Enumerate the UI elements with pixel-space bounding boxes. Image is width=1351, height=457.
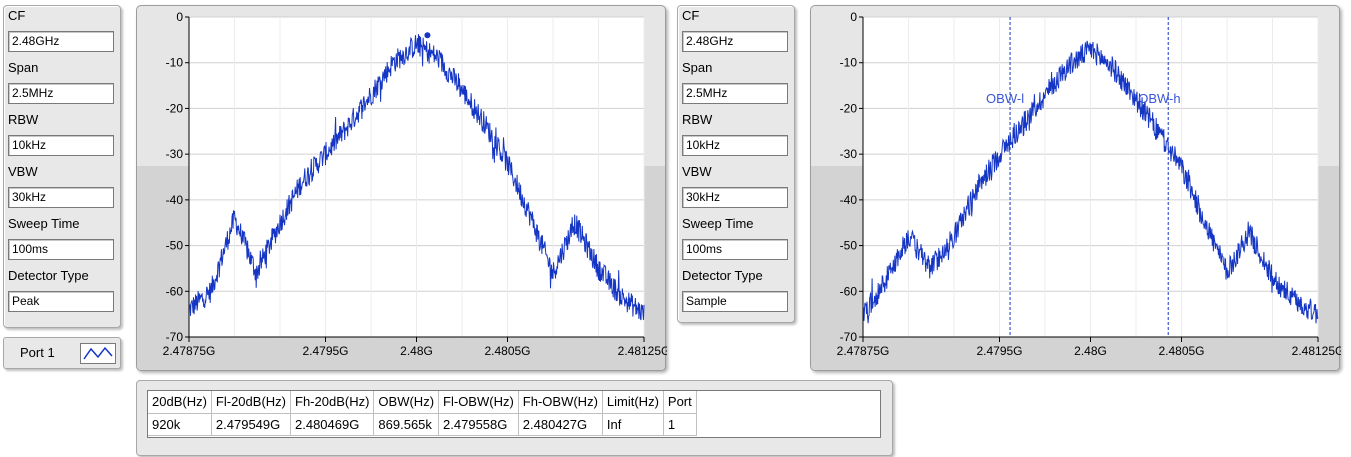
port-label: Port 1 xyxy=(20,345,55,360)
param-field-rbw[interactable]: 10kHz xyxy=(682,135,788,156)
results-table-panel: 20dB(Hz) Fl-20dB(Hz) Fh-20dB(Hz) OBW(Hz) Fl-… xyxy=(136,380,893,456)
y-tick-label: -40 xyxy=(840,193,858,207)
x-tick-label: 2.48G xyxy=(1074,344,1107,358)
table-cell: Inf xyxy=(602,413,664,436)
obw-label: OBW-h xyxy=(1138,91,1180,106)
x-tick-label: 2.4805G xyxy=(1158,344,1204,358)
peak-spectrum-plot: 0 -10 -20 -30 -40 -50 -60 -702.47875G 2.4795G 2.4… xyxy=(163,10,667,358)
param-label-span: Span xyxy=(682,60,713,75)
y-tick-label: -30 xyxy=(840,147,858,161)
y-tick-label: -70 xyxy=(840,330,858,344)
table-cell: 2.480427G xyxy=(518,413,603,436)
port-selector[interactable]: Port 1 xyxy=(3,337,121,369)
column-header: Port xyxy=(663,391,697,414)
x-tick-label: 2.4795G xyxy=(976,344,1022,358)
param-label-cf: CF xyxy=(8,8,26,23)
waveform-icon[interactable] xyxy=(80,343,116,364)
y-tick-label: -10 xyxy=(840,56,858,70)
sample-spectrum-plot: 0 -10 -20 -30 -40 -50 -60 -702.47875G 2.4795G 2.4… xyxy=(837,10,1341,358)
column-header: OBW(Hz) xyxy=(373,391,440,414)
param-field-detector-type[interactable]: Peak xyxy=(8,291,114,312)
obw-label: OBW-l xyxy=(986,91,1024,106)
param-label-cf: CF xyxy=(682,8,700,23)
x-tick-label: 2.4805G xyxy=(484,344,530,358)
column-header: 20dB(Hz) xyxy=(148,391,212,414)
param-label-span: Span xyxy=(8,60,39,75)
param-field-sweep-time[interactable]: 100ms xyxy=(8,239,114,260)
param-field-cf[interactable]: 2.48GHz xyxy=(8,31,114,52)
y-tick-label: -40 xyxy=(166,193,184,207)
param-label-rbw: RBW xyxy=(8,112,39,127)
x-tick-label: 2.48125G xyxy=(1292,344,1341,358)
left-settings-panel: CF 2.48GHz Span 2.5MHz RBW 10kHz VBW 30kHz Sweep… xyxy=(3,5,121,328)
column-header: Fh-OBW(Hz) xyxy=(518,391,603,414)
table-cell: 2.479549G xyxy=(211,413,292,436)
y-tick-label: 0 xyxy=(176,10,183,24)
param-label-sweep-time: Sweep Time xyxy=(682,216,754,231)
y-tick-label: -50 xyxy=(166,239,184,253)
column-header: Fl-20dB(Hz) xyxy=(211,391,292,414)
table-cell: 1 xyxy=(663,413,697,436)
column-header: Fl-OBW(Hz) xyxy=(438,391,519,414)
x-tick-label: 2.48G xyxy=(400,344,433,358)
param-field-detector-type[interactable]: Sample xyxy=(682,291,788,312)
spectrum-trace xyxy=(188,34,645,321)
y-tick-label: -60 xyxy=(166,284,184,298)
param-field-rbw[interactable]: 10kHz xyxy=(8,135,114,156)
table-cell: 2.479558G xyxy=(438,413,519,436)
param-label-detector-type: Detector Type xyxy=(8,268,89,283)
y-tick-label: 0 xyxy=(850,10,857,24)
y-tick-label: -50 xyxy=(840,239,858,253)
x-tick-label: 2.47875G xyxy=(163,344,216,358)
y-tick-label: -30 xyxy=(166,147,184,161)
spectrum-trace xyxy=(862,40,1319,324)
table-cell: 920k xyxy=(148,413,212,436)
results-table: 20dB(Hz) Fl-20dB(Hz) Fh-20dB(Hz) OBW(Hz) Fl-… xyxy=(148,391,697,436)
param-field-cf[interactable]: 2.48GHz xyxy=(682,31,788,52)
param-field-vbw[interactable]: 30kHz xyxy=(8,187,114,208)
param-label-sweep-time: Sweep Time xyxy=(8,216,80,231)
x-tick-label: 2.47875G xyxy=(837,344,890,358)
right-settings-panel: CF 2.48GHz Span 2.5MHz RBW 10kHz VBW 30kHz Sweep… xyxy=(677,5,795,323)
x-tick-label: 2.4795G xyxy=(302,344,348,358)
param-label-detector-type: Detector Type xyxy=(682,268,763,283)
param-field-sweep-time[interactable]: 100ms xyxy=(682,239,788,260)
y-tick-label: -20 xyxy=(840,101,858,115)
column-header: Limit(Hz) xyxy=(602,391,664,414)
y-tick-label: -10 xyxy=(166,56,184,70)
peak-spectrum-graph: 0 -10 -20 -30 -40 -50 -60 -70 2.47875G 2.4795G 2.4… xyxy=(136,5,667,371)
param-label-rbw: RBW xyxy=(682,112,713,127)
table-header-row: 20dB(Hz) Fl-20dB(Hz) Fh-20dB(Hz) OBW(Hz) Fl-… xyxy=(148,391,697,414)
param-label-vbw: VBW xyxy=(8,164,38,179)
param-field-span[interactable]: 2.5MHz xyxy=(682,83,788,104)
table-cell: 2.480469G xyxy=(290,413,375,436)
sample-spectrum-graph: 0 -10 -20 -30 -40 -50 -60 -70 2.47875G 2.4795G 2.4… xyxy=(810,5,1341,371)
param-label-vbw: VBW xyxy=(682,164,712,179)
table-cell: 869.565k xyxy=(373,413,440,436)
y-tick-label: -70 xyxy=(166,330,184,344)
table-row: 920k 2.479549G 2.480469G 869.565k 2.479558G 2… xyxy=(148,413,697,436)
param-field-span[interactable]: 2.5MHz xyxy=(8,83,114,104)
y-tick-label: -20 xyxy=(166,101,184,115)
param-field-vbw[interactable]: 30kHz xyxy=(682,187,788,208)
x-tick-label: 2.48125G xyxy=(618,344,667,358)
peak-marker xyxy=(424,32,431,39)
column-header: Fh-20dB(Hz) xyxy=(290,391,375,414)
y-tick-label: -60 xyxy=(840,284,858,298)
